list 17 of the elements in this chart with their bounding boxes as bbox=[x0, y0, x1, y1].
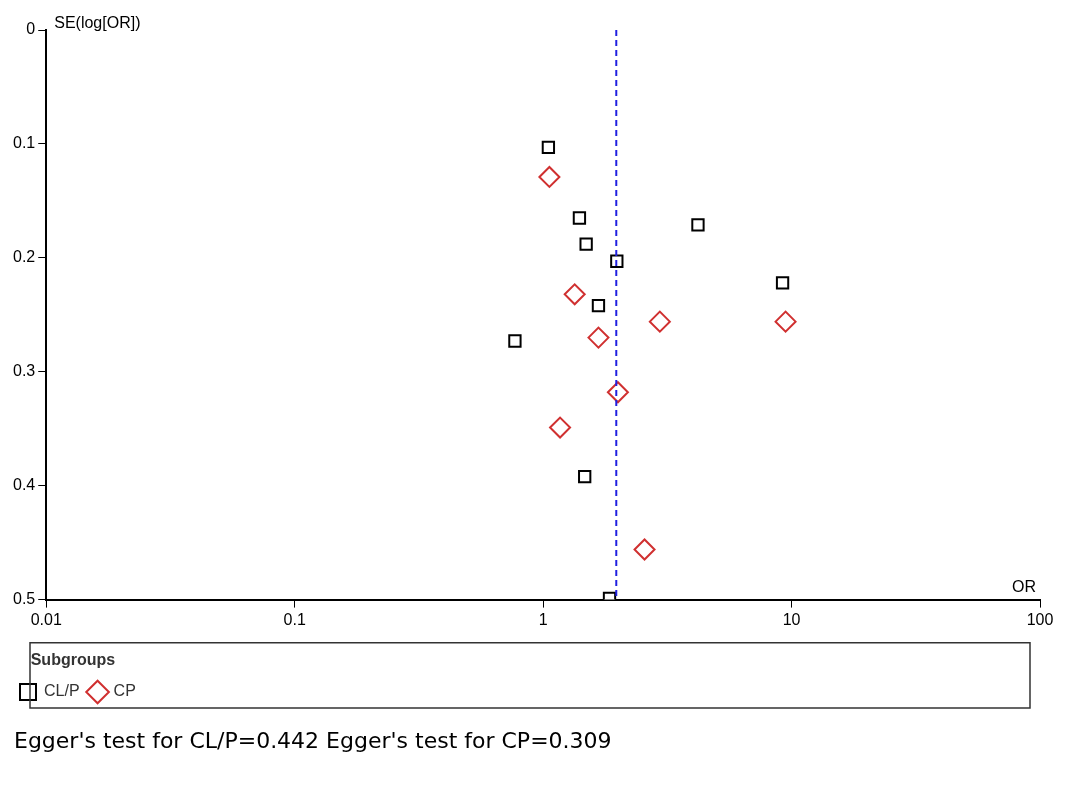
x-tick-label: 0.1 bbox=[283, 610, 306, 628]
y-tick-label: 0.5 bbox=[12, 590, 36, 608]
y-tick-label: 0.1 bbox=[12, 134, 36, 152]
legend-label: CP bbox=[113, 682, 136, 700]
y-tick-label: 0 bbox=[26, 20, 36, 38]
legend-label: CL/P bbox=[44, 682, 80, 700]
legend-title: Subgroups bbox=[30, 651, 116, 669]
x-tick-label: 10 bbox=[782, 610, 801, 628]
x-tick-label: 100 bbox=[1026, 610, 1054, 628]
x-tick-label: 1 bbox=[538, 610, 548, 628]
x-axis-title: OR bbox=[1012, 578, 1036, 596]
y-axis-title: SE(log[OR]) bbox=[54, 14, 141, 32]
text: Egger's test for CL/P=0.442 Egger's test for CP=0.309 bbox=[14, 728, 613, 753]
y-tick-label: 0.4 bbox=[12, 476, 36, 494]
x-tick-label: 0.01 bbox=[30, 610, 62, 628]
y-tick-label: 0.2 bbox=[12, 248, 36, 266]
y-tick-label: 0.3 bbox=[12, 362, 36, 380]
